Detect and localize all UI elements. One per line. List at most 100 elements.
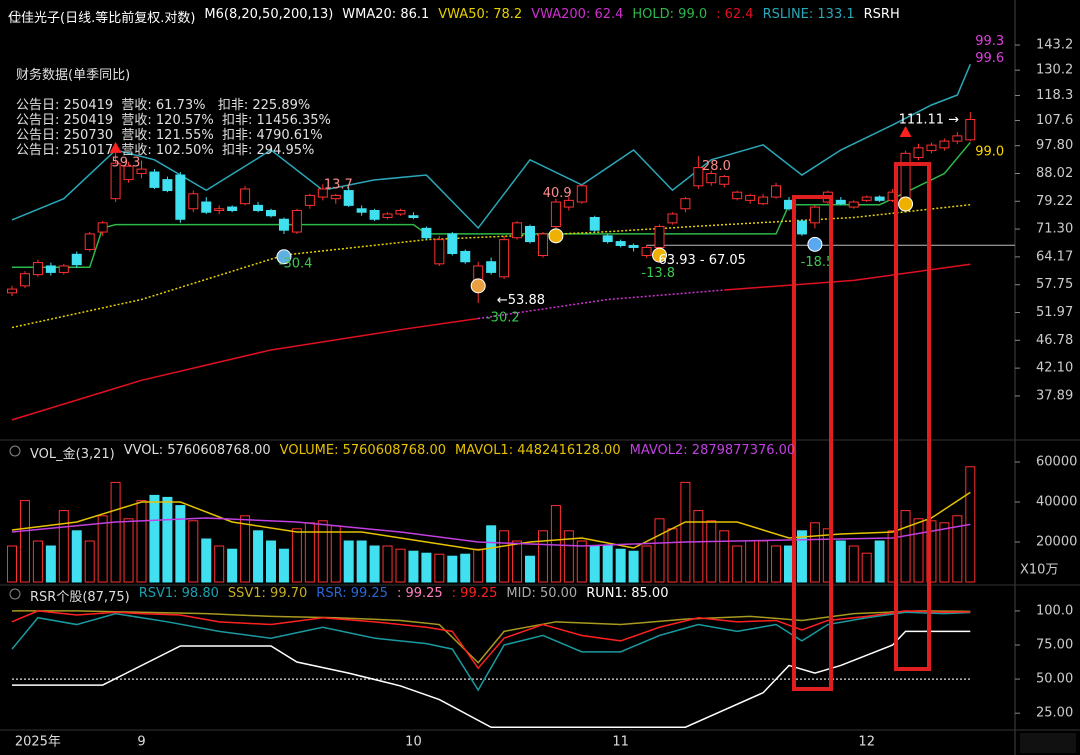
candle-body	[227, 206, 238, 212]
y-tick-label: 79.22	[1036, 194, 1073, 209]
line-series	[11, 610, 971, 670]
candle-body	[486, 261, 497, 273]
volume-bar	[796, 530, 807, 583]
volume-bar	[926, 520, 937, 583]
header-item: MAVOL1: 4482416128.00	[455, 443, 621, 458]
volume-bar	[7, 545, 17, 583]
annotation: 13.7	[324, 177, 353, 192]
x-tick-label: 2025年	[15, 735, 61, 750]
header-item: 仕佳光子(日线.等比前复权.对数)	[8, 11, 196, 26]
volume-bar	[136, 500, 147, 583]
candle-body	[58, 265, 69, 273]
volume-bar	[525, 555, 535, 583]
volume-bar	[602, 545, 613, 583]
financial-row: 公告日: 250419 营收: 61.73% 扣非: 225.89%	[16, 98, 311, 113]
annotation: -18.5	[801, 255, 835, 270]
line-series	[724, 263, 971, 291]
y-tick-label: 107.6	[1036, 113, 1073, 128]
volume-bar	[615, 548, 626, 583]
header-volume: VOL_金(3,21) VVOL: 5760608768.00 VOLUME: 57…	[30, 443, 795, 462]
zoom-controls[interactable]	[1020, 733, 1076, 753]
candle-body	[278, 218, 289, 231]
volume-bar	[214, 545, 225, 583]
candle-body	[369, 210, 380, 220]
candle-body	[654, 225, 665, 248]
event-icon	[898, 196, 914, 212]
candle-body	[589, 216, 600, 231]
volume-bar	[343, 540, 354, 583]
y-tick-label: 25.00	[1036, 706, 1073, 721]
volume-bar	[939, 522, 950, 583]
candle-body	[434, 239, 445, 265]
header-rsr: RSR个股(87,75) RSV1: 98.80 SSV1: 99.70 RSR: 9…	[30, 586, 668, 605]
candle-body	[32, 262, 43, 276]
candle-body	[7, 288, 17, 294]
header-item: VWA50: 78.2	[438, 7, 523, 22]
candle-body	[900, 152, 911, 205]
candle-body	[343, 190, 354, 206]
volume-bar	[913, 518, 924, 583]
annotation: 111.11 →	[899, 113, 960, 128]
candle-body	[19, 273, 30, 287]
financial-row: 公告日: 251017 营收: 102.50% 扣非: 294.95%	[16, 143, 315, 158]
volume-bar	[382, 545, 393, 583]
y-tick-label: 57.75	[1036, 277, 1073, 292]
candle-body	[382, 213, 393, 218]
event-icon	[652, 247, 667, 263]
volume-bar	[848, 545, 859, 583]
candle-body	[809, 206, 820, 224]
volume-bar	[240, 515, 251, 583]
volume-bar	[32, 540, 43, 583]
candle-body	[149, 171, 160, 188]
candle-body	[408, 215, 419, 218]
candle-body	[615, 241, 626, 246]
event-icon	[276, 249, 292, 265]
volume-bar	[19, 500, 30, 583]
y-tick-label: 88.02	[1036, 166, 1073, 181]
header-item: RSR个股(87,75)	[30, 590, 130, 605]
header-item: HOLD: 99.0	[632, 7, 708, 22]
volume-bar	[576, 540, 587, 583]
y-tick-label: 130.2	[1036, 63, 1073, 78]
header-item: VVOL: 5760608768.00	[123, 443, 271, 458]
volume-bar	[550, 505, 561, 583]
header-item: VWA200: 62.4	[531, 7, 624, 22]
candle-body	[291, 210, 302, 233]
volume-bar	[680, 481, 691, 583]
volume-bar	[758, 540, 769, 583]
candle-body	[188, 193, 199, 210]
candle-body	[97, 222, 108, 233]
volume-bar	[434, 553, 445, 583]
y-tick-label: 46.78	[1036, 333, 1073, 348]
candle-body	[304, 194, 315, 206]
highlight-box	[792, 195, 833, 691]
candle-body	[939, 140, 950, 149]
y-tick-label: 71.30	[1036, 222, 1073, 237]
candle-body	[537, 233, 548, 257]
volume-bar	[408, 550, 419, 583]
candle-body	[201, 201, 212, 213]
y-tick-label: 64.17	[1036, 249, 1073, 264]
candle-body	[45, 265, 56, 273]
line-series	[11, 203, 971, 329]
y-tick-label: 118.3	[1036, 88, 1073, 103]
marks: 143.2 130.2 118.3 107.6 97.80 88.02 79.22 71.30…	[7, 34, 1077, 750]
candle-body	[356, 208, 367, 213]
header-item: RSV1: 98.80	[138, 586, 219, 601]
candle-body	[952, 135, 963, 142]
volume-bar	[512, 540, 523, 583]
candle-body	[84, 233, 95, 250]
header-item: : 99.25	[396, 586, 443, 601]
candle-body	[110, 162, 121, 200]
volume-bar	[369, 545, 380, 583]
volume-bar	[537, 530, 548, 583]
candle-body	[499, 239, 510, 278]
candle-body	[330, 194, 341, 200]
volume-bar	[162, 496, 173, 583]
x-tick-label: 10	[405, 735, 422, 750]
volume-bar	[201, 538, 212, 583]
candle-body	[525, 225, 535, 243]
candle-body	[576, 185, 587, 203]
panel-icon	[9, 588, 21, 600]
